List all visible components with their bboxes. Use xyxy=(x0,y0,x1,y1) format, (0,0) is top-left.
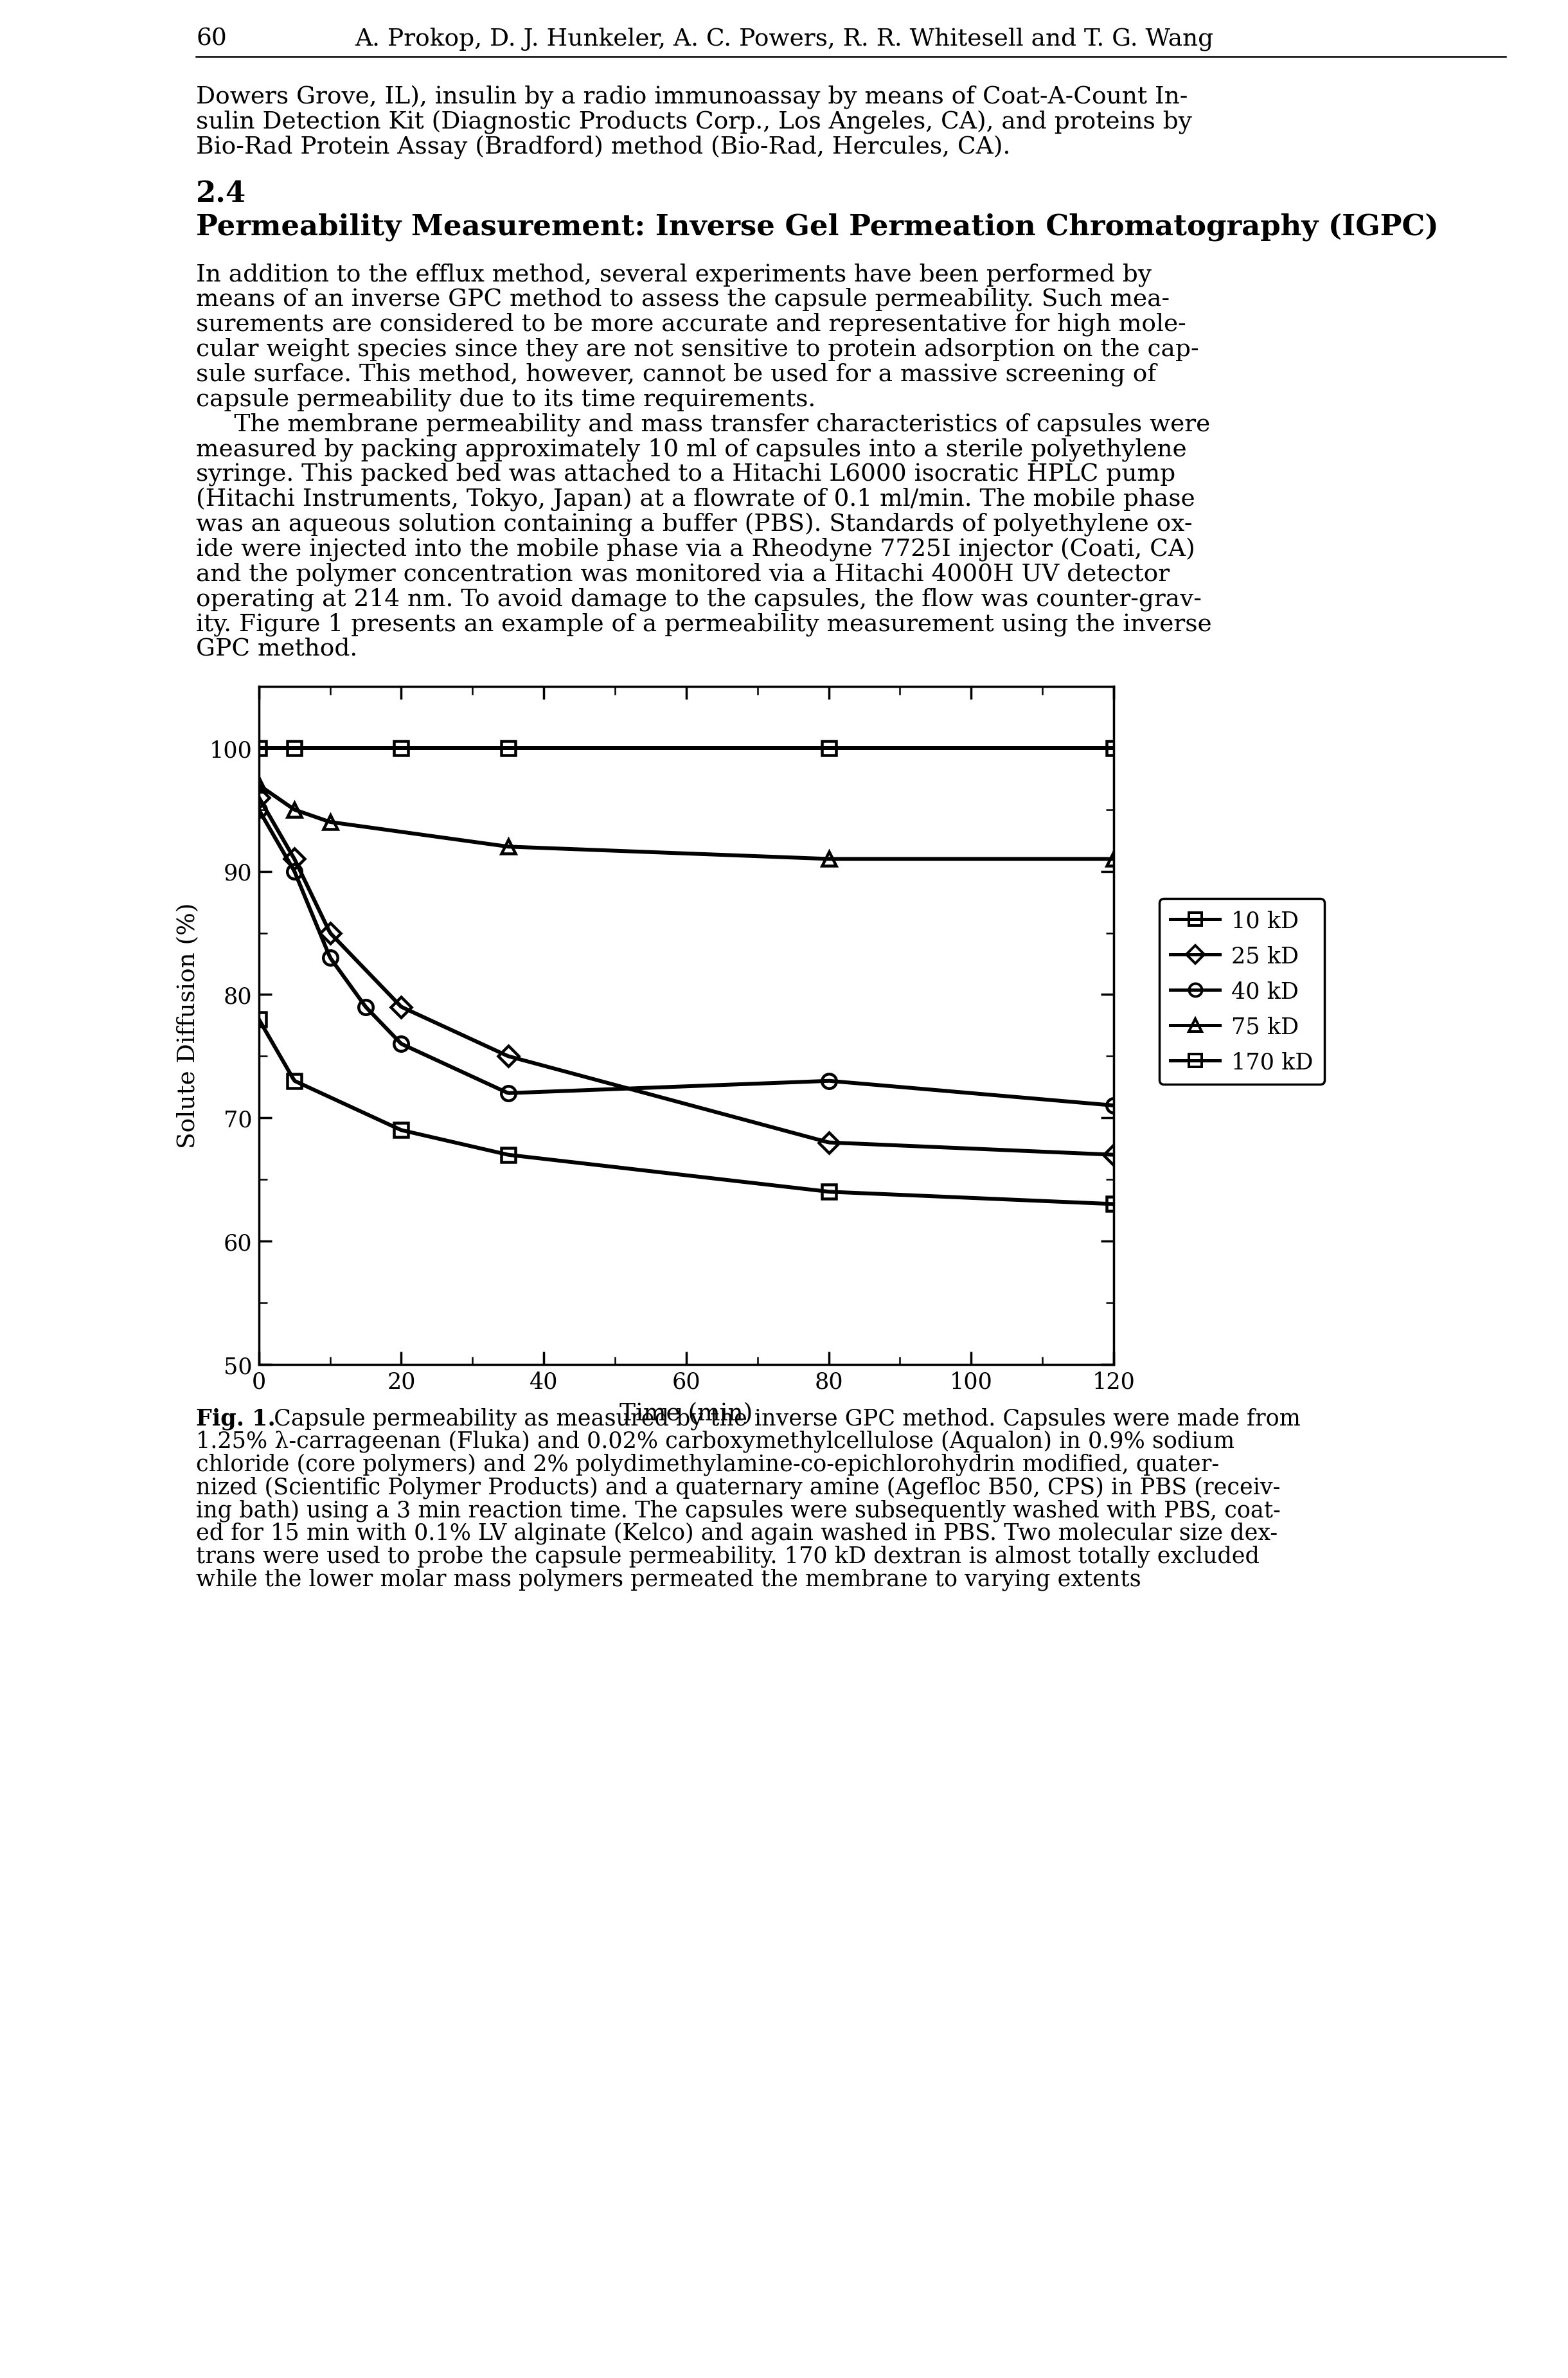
Text: A. Prokop, D. J. Hunkeler, A. C. Powers, R. R. Whitesell and T. G. Wang: A. Prokop, D. J. Hunkeler, A. C. Powers,… xyxy=(354,26,1214,50)
Text: measured by packing approximately 10 ml of capsules into a sterile polyethylene: measured by packing approximately 10 ml … xyxy=(196,438,1187,461)
Text: sulin Detection Kit (Diagnostic Products Corp., Los Angeles, CA), and proteins b: sulin Detection Kit (Diagnostic Products… xyxy=(196,109,1192,133)
Text: Dowers Grove, IL), insulin by a radio immunoassay by means of Coat-A-Count In-: Dowers Grove, IL), insulin by a radio im… xyxy=(196,86,1187,109)
Text: 2.4: 2.4 xyxy=(196,181,246,209)
Text: ity. Figure 1 presents an example of a permeability measurement using the invers: ity. Figure 1 presents an example of a p… xyxy=(196,614,1212,635)
Text: Permeability Measurement: Inverse Gel Permeation Chromatography (IGPC): Permeability Measurement: Inverse Gel Pe… xyxy=(196,214,1438,240)
Text: ed for 15 min with 0.1% LV alginate (Kelco) and again washed in PBS. Two molecul: ed for 15 min with 0.1% LV alginate (Kel… xyxy=(196,1522,1278,1543)
Text: chloride (core polymers) and 2% polydimethylamine-co-epichlorohydrin modified, q: chloride (core polymers) and 2% polydime… xyxy=(196,1453,1218,1474)
Text: capsule permeability due to its time requirements.: capsule permeability due to its time req… xyxy=(196,388,815,411)
Text: Capsule permeability as measured by the inverse GPC method. Capsules were made f: Capsule permeability as measured by the … xyxy=(267,1408,1300,1429)
Text: Bio-Rad Protein Assay (Bradford) method (Bio-Rad, Hercules, CA).: Bio-Rad Protein Assay (Bradford) method … xyxy=(196,136,1010,159)
Text: Fig. 1.: Fig. 1. xyxy=(196,1408,276,1429)
Text: was an aqueous solution containing a buffer (PBS). Standards of polyethylene ox-: was an aqueous solution containing a buf… xyxy=(196,514,1192,537)
Text: (Hitachi Instruments, Tokyo, Japan) at a flowrate of 0.1 ml/min. The mobile phas: (Hitachi Instruments, Tokyo, Japan) at a… xyxy=(196,487,1195,511)
Text: sule surface. This method, however, cannot be used for a massive screening of: sule surface. This method, however, cann… xyxy=(196,364,1156,385)
Text: ing bath) using a 3 min reaction time. The capsules were subsequently washed wit: ing bath) using a 3 min reaction time. T… xyxy=(196,1498,1279,1522)
Text: nized (Scientific Polymer Products) and a quaternary amine (Agefloc B50, CPS) in: nized (Scientific Polymer Products) and … xyxy=(196,1477,1279,1498)
Text: 1.25% λ-carrageenan (Fluka) and 0.02% carboxymethylcellulose (Aqualon) in 0.9% s: 1.25% λ-carrageenan (Fluka) and 0.02% ca… xyxy=(196,1429,1234,1453)
Text: surements are considered to be more accurate and representative for high mole-: surements are considered to be more accu… xyxy=(196,314,1185,335)
Text: operating at 214 nm. To avoid damage to the capsules, the flow was counter-grav-: operating at 214 nm. To avoid damage to … xyxy=(196,587,1201,611)
Text: The membrane permeability and mass transfer characteristics of capsules were: The membrane permeability and mass trans… xyxy=(196,414,1210,435)
Text: cular weight species since they are not sensitive to protein adsorption on the c: cular weight species since they are not … xyxy=(196,338,1198,361)
Legend: 10 kD, 25 kD, 40 kD, 75 kD, 170 kD: 10 kD, 25 kD, 40 kD, 75 kD, 170 kD xyxy=(1159,899,1323,1084)
X-axis label: Time (min): Time (min) xyxy=(619,1403,753,1424)
Text: and the polymer concentration was monitored via a Hitachi 4000H UV detector: and the polymer concentration was monito… xyxy=(196,564,1170,585)
Text: trans were used to probe the capsule permeability. 170 kD dextran is almost tota: trans were used to probe the capsule per… xyxy=(196,1546,1259,1567)
Text: syringe. This packed bed was attached to a Hitachi L6000 isocratic HPLC pump: syringe. This packed bed was attached to… xyxy=(196,464,1174,485)
Text: while the lower molar mass polymers permeated the membrane to varying extents: while the lower molar mass polymers perm… xyxy=(196,1567,1142,1591)
Text: ide were injected into the mobile phase via a Rheodyne 7725I injector (Coati, CA: ide were injected into the mobile phase … xyxy=(196,537,1195,561)
Text: 60: 60 xyxy=(196,26,227,50)
Text: In addition to the efflux method, several experiments have been performed by: In addition to the efflux method, severa… xyxy=(196,264,1151,285)
Text: means of an inverse GPC method to assess the capsule permeability. Such mea-: means of an inverse GPC method to assess… xyxy=(196,288,1170,312)
Text: GPC method.: GPC method. xyxy=(196,637,358,661)
Y-axis label: Solute Diffusion (%): Solute Diffusion (%) xyxy=(177,904,199,1149)
